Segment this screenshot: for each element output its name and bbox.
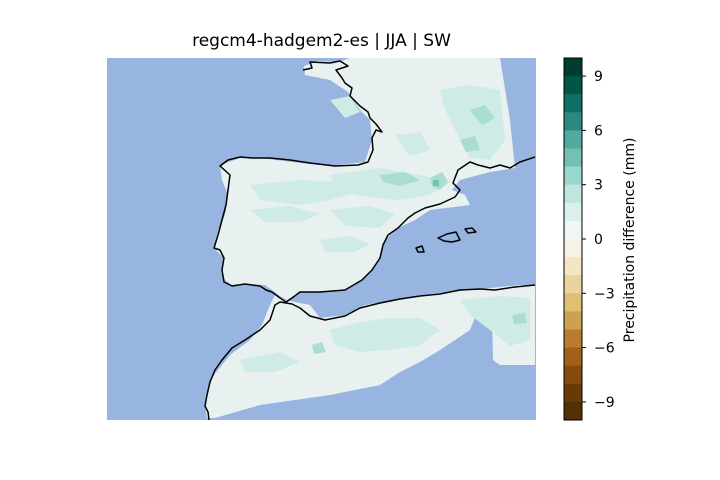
- colorbar-level: [564, 311, 582, 330]
- colorbar-level: [564, 166, 582, 186]
- colorbar-level: [564, 94, 582, 113]
- colorbar-level: [564, 239, 582, 258]
- colorbar-tick-label: 6: [594, 123, 603, 139]
- colorbar-level: [564, 401, 582, 421]
- colorbar-tick-label: −6: [594, 341, 615, 357]
- colorbar-level: [564, 58, 582, 77]
- colorbar-level: [564, 329, 582, 349]
- land-data-region-africa: [205, 285, 535, 418]
- colorbar-level: [564, 130, 582, 149]
- map-title: regcm4-hadgem2-es | JJA | SW: [192, 31, 451, 51]
- colorbar: 9 6 3 0 −3 −6 −9: [563, 57, 615, 421]
- colorbar-level: [564, 347, 582, 367]
- colorbar-tick-label: −3: [594, 286, 615, 302]
- strong-diff-cell: [433, 180, 439, 186]
- colorbar-level: [564, 76, 582, 95]
- colorbar-label: Precipitation difference (mm): [622, 137, 638, 343]
- colorbar-level: [564, 220, 582, 240]
- colorbar-tick-label: 3: [594, 178, 603, 194]
- colorbar-level: [564, 275, 582, 294]
- colorbar-level: [564, 257, 582, 276]
- coastlines: [204, 60, 536, 421]
- colorbar-level: [564, 112, 582, 131]
- colorbar-level: [564, 383, 582, 403]
- colorbar-level: [564, 202, 582, 222]
- medium-diff-patches: [312, 105, 527, 354]
- colorbar-level: [564, 184, 582, 204]
- colorbar-level: [564, 148, 582, 168]
- positive-diff-patches: [240, 85, 530, 372]
- colorbar-level: [564, 365, 582, 385]
- colorbar-tick-label: 9: [594, 69, 603, 85]
- colorbar-level: [564, 293, 582, 312]
- colorbar-tick-label: 0: [594, 232, 603, 248]
- colorbar-tick-label: −9: [594, 395, 615, 411]
